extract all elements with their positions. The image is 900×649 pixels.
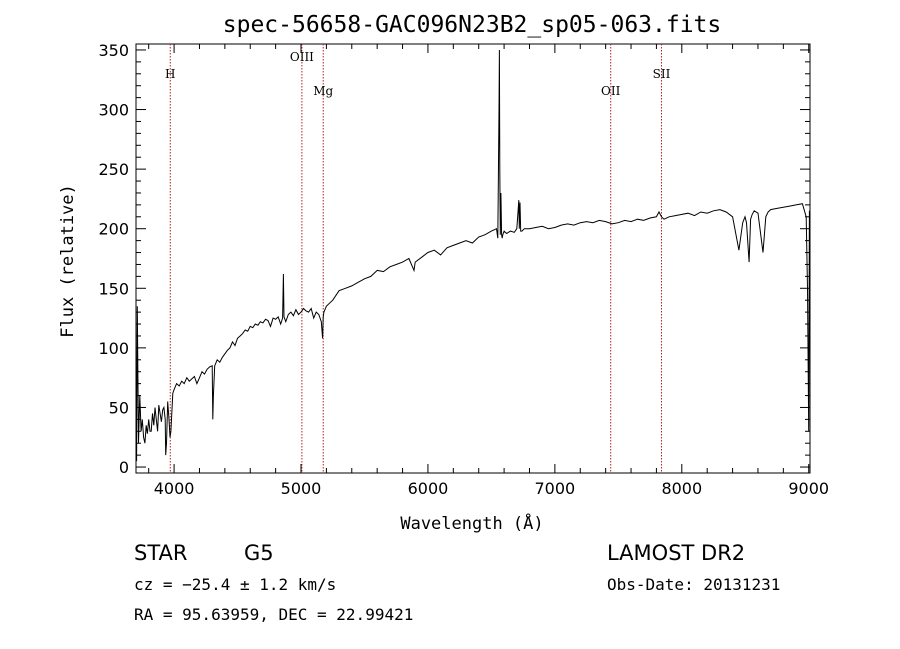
line-marker-label-mg: Mg bbox=[313, 84, 333, 98]
plot-frame bbox=[135, 43, 811, 474]
x-tick-label: 9000 bbox=[788, 479, 829, 498]
y-tick-label: 50 bbox=[109, 398, 129, 417]
observation-date: Obs-Date: 20131231 bbox=[607, 575, 780, 594]
x-tick-label: 5000 bbox=[281, 479, 322, 498]
y-axis-label: Flux (relative) bbox=[58, 184, 78, 338]
y-tick-label: 350 bbox=[98, 41, 129, 60]
x-tick-label: 8000 bbox=[661, 479, 702, 498]
object-subclass: G5 bbox=[244, 541, 274, 565]
y-tick-label: 0 bbox=[119, 458, 129, 477]
spectrum-series-line bbox=[136, 49, 810, 462]
object-class: STAR bbox=[134, 541, 187, 565]
y-tick-label: 200 bbox=[98, 220, 129, 239]
x-tick-label: 4000 bbox=[154, 479, 195, 498]
x-axis-label: Wavelength (Å) bbox=[400, 512, 543, 534]
y-tick-label: 250 bbox=[98, 160, 129, 179]
axis-tick-labels: 4000 5000 6000 7000 8000 9000 0 50 100 150 200 250 3… bbox=[98, 41, 829, 498]
line-marker-label-sii: SII bbox=[653, 67, 671, 81]
axis-ticks bbox=[136, 44, 810, 473]
x-tick-label: 6000 bbox=[408, 479, 449, 498]
coordinates: RA = 95.63959, DEC = 22.99421 bbox=[134, 605, 413, 624]
spectral-line-markers: H OIII Mg OII SII bbox=[165, 44, 671, 473]
line-marker-label-oii: OII bbox=[601, 84, 621, 98]
x-tick-label: 7000 bbox=[535, 479, 576, 498]
survey-name: LAMOST DR2 bbox=[607, 541, 745, 565]
redshift-velocity: cz = −25.4 ± 1.2 km/s bbox=[134, 575, 336, 594]
line-marker-label-oiii: OIII bbox=[290, 50, 314, 64]
y-tick-label: 300 bbox=[98, 101, 129, 120]
line-marker-label-h: H bbox=[165, 67, 175, 81]
chart-title: spec-56658-GAC096N23B2_sp05-063.fits bbox=[223, 12, 722, 38]
y-tick-label: 150 bbox=[98, 279, 129, 298]
y-tick-label: 100 bbox=[98, 339, 129, 358]
